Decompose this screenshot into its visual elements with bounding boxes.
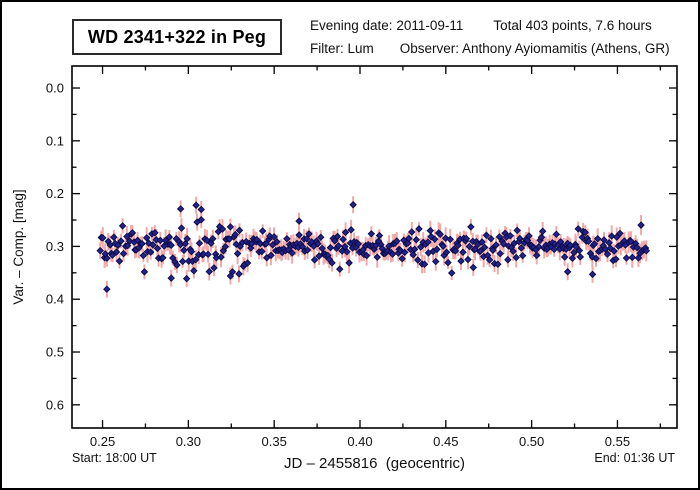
evening-date-text: Evening date: 2011-09-11	[310, 18, 464, 33]
filter-text: Filter: Lum	[310, 41, 374, 56]
svg-text:0.40: 0.40	[347, 434, 372, 449]
svg-text:0.30: 0.30	[176, 434, 201, 449]
svg-text:0.0: 0.0	[46, 81, 64, 96]
start-time-label: Start: 18:00 UT	[72, 451, 157, 465]
svg-text:JD – 2455816 (geocentric): JD – 2455816 (geocentric)	[284, 455, 465, 472]
observer-text: Observer: Anthony Ayiomamitis (Athens, G…	[399, 41, 670, 56]
svg-text:0.25: 0.25	[90, 434, 115, 449]
svg-text:0.3: 0.3	[46, 239, 64, 254]
svg-text:Var. – Comp. [mag]: Var. – Comp. [mag]	[11, 189, 26, 304]
target-title: WD 2341+322 in Peg	[87, 26, 267, 47]
svg-text:0.5: 0.5	[46, 345, 64, 360]
total-points-text: Total 403 points, 7.6 hours	[493, 18, 652, 33]
svg-text:0.55: 0.55	[605, 434, 630, 449]
svg-text:0.45: 0.45	[433, 434, 458, 449]
observation-header: Evening date: 2011-09-11 Total 403 point…	[310, 14, 670, 60]
header-line-1: Evening date: 2011-09-11 Total 403 point…	[310, 14, 670, 37]
target-title-box: WD 2341+322 in Peg	[72, 19, 282, 55]
svg-text:0.4: 0.4	[46, 292, 64, 307]
end-time-label: End: 01:36 UT	[594, 451, 675, 465]
header-line-2: Filter: Lum Observer: Anthony Ayiomamiti…	[310, 37, 670, 60]
svg-text:0.35: 0.35	[262, 434, 287, 449]
svg-text:0.6: 0.6	[46, 397, 64, 412]
svg-text:0.1: 0.1	[46, 133, 64, 148]
svg-text:0.2: 0.2	[46, 186, 64, 201]
svg-text:0.50: 0.50	[519, 434, 544, 449]
